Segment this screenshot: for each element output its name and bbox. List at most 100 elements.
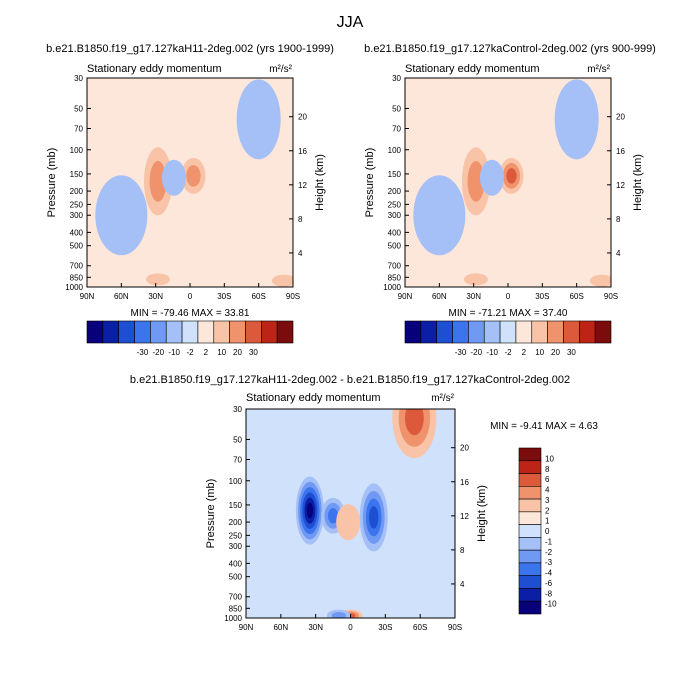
right-tick-label: 20 xyxy=(298,113,307,122)
y-axis-label: Pressure (mb) xyxy=(364,148,376,218)
y-tick-label: 850 xyxy=(229,604,243,613)
x-tick-label: 60S xyxy=(252,292,266,301)
contour-region xyxy=(331,611,347,618)
y-tick-label: 200 xyxy=(70,187,84,196)
contour-region xyxy=(186,165,201,187)
contour-region xyxy=(236,79,281,160)
x-tick-label: 30N xyxy=(466,292,481,301)
y-tick-label: 50 xyxy=(74,104,83,113)
colorbar-label: 6 xyxy=(545,475,550,484)
x-tick-label: 90S xyxy=(286,292,300,301)
colorbar-label: 30 xyxy=(249,348,258,357)
contour-region xyxy=(161,159,186,196)
x-tick-label: 60N xyxy=(273,623,288,632)
colorbar-swatch xyxy=(518,486,542,500)
colorbar-label: -2 xyxy=(504,348,512,357)
colorbar-label: 20 xyxy=(233,348,242,357)
y-tick-label: 70 xyxy=(233,456,242,465)
colorbar-swatch xyxy=(518,511,542,525)
x-tick-label: 60N xyxy=(432,292,447,301)
panel-units: m²/s² xyxy=(587,64,610,75)
x-tick-label: 90N xyxy=(80,292,95,301)
page-title: JJA xyxy=(337,14,364,31)
colorbar-label: 20 xyxy=(551,348,560,357)
stats-label: MIN = -79.46 MAX = 33.81 xyxy=(131,308,250,319)
colorbar-swatch xyxy=(518,575,542,589)
right-tick-label: 16 xyxy=(298,147,307,156)
colorbar-swatch xyxy=(518,473,542,487)
y-axis-label: Pressure (mb) xyxy=(205,479,217,549)
colorbar-label: -2 xyxy=(186,348,194,357)
colorbar-swatch xyxy=(404,320,422,344)
y-tick-label: 500 xyxy=(388,242,402,251)
y-tick-label: 250 xyxy=(70,200,84,209)
y-tick-label: 400 xyxy=(229,559,243,568)
colorbar: -30 -20 -10 -2 2 10 20 30 xyxy=(86,320,294,357)
contour-region xyxy=(554,79,599,160)
stats-label: MIN = -9.41 MAX = 4.63 xyxy=(490,421,598,432)
y-tick-label: 850 xyxy=(70,273,84,282)
colorbar-label: -1 xyxy=(545,537,553,546)
right-tick-label: 4 xyxy=(616,249,621,258)
colorbar-swatch xyxy=(261,320,278,344)
x-tick-label: 0 xyxy=(348,623,353,632)
x-tick-label: 30S xyxy=(378,623,392,632)
colorbar-swatch xyxy=(86,320,104,344)
colorbar-swatch xyxy=(165,320,183,344)
colorbar-swatch xyxy=(515,320,533,344)
y-axis-label: Pressure (mb) xyxy=(46,148,58,218)
colorbar-label: -20 xyxy=(153,348,165,357)
right-axis-label: Height (km) xyxy=(476,485,488,542)
colorbar-swatch xyxy=(518,447,542,462)
contour-region xyxy=(506,168,517,184)
contour-region xyxy=(95,175,148,256)
y-tick-label: 400 xyxy=(70,228,84,237)
y-tick-label: 1000 xyxy=(65,283,83,292)
x-tick-label: 0 xyxy=(188,292,193,301)
colorbar-swatch xyxy=(579,320,596,344)
contour-region xyxy=(149,160,167,202)
right-tick-label: 8 xyxy=(460,546,465,555)
y-tick-label: 500 xyxy=(70,242,84,251)
colorbar-swatch xyxy=(518,562,542,576)
colorbar-label: 10 xyxy=(545,454,554,463)
y-tick-label: 30 xyxy=(74,74,83,83)
axes: 90N 60N 30N 0 30S 60S 90S 30 50 70 100 150 200 250 300… xyxy=(46,74,326,301)
colorbar-swatch xyxy=(181,320,199,344)
colorbar-label: 10 xyxy=(535,348,544,357)
colorbar-swatch xyxy=(118,320,135,344)
y-tick-label: 50 xyxy=(392,104,401,113)
colorbar-label: -3 xyxy=(545,558,553,567)
colorbar-swatch xyxy=(518,524,542,538)
axes: 90N 60N 30N 0 30S 60S 90S 30 50 70 100 150 200 250 300… xyxy=(205,405,488,632)
colorbar-swatch xyxy=(518,588,542,602)
x-tick-label: 60S xyxy=(570,292,584,301)
colorbar-label: 3 xyxy=(545,496,550,505)
y-tick-label: 250 xyxy=(388,200,402,209)
colorbar-swatch xyxy=(150,320,167,344)
colorbar-label: -30 xyxy=(137,348,149,357)
colorbar-swatch xyxy=(197,320,215,344)
colorbar-label: -6 xyxy=(545,579,553,588)
x-tick-label: 90N xyxy=(239,623,254,632)
colorbar-swatch xyxy=(518,460,542,474)
colorbar-label: 2 xyxy=(522,348,527,357)
colorbar-swatch xyxy=(531,320,548,344)
right-tick-label: 8 xyxy=(616,215,621,224)
y-tick-label: 100 xyxy=(70,146,84,155)
contour-field xyxy=(405,78,611,287)
colorbar-label: 30 xyxy=(567,348,576,357)
x-tick-label: 30S xyxy=(217,292,231,301)
colorbar-swatch xyxy=(518,498,542,513)
y-tick-label: 500 xyxy=(229,573,243,582)
contour-region xyxy=(145,273,170,286)
contour-region xyxy=(589,274,611,287)
colorbar-swatch xyxy=(134,320,151,344)
colorbar-swatch xyxy=(518,549,542,564)
right-tick-label: 4 xyxy=(298,249,303,258)
y-tick-label: 150 xyxy=(388,170,402,179)
contour-region xyxy=(306,502,314,519)
x-tick-label: 90S xyxy=(448,623,462,632)
